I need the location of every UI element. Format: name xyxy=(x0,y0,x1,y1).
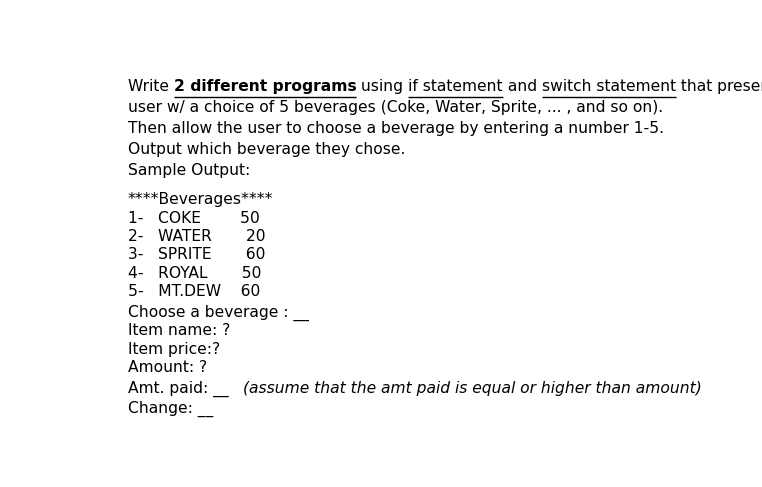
Text: using: using xyxy=(357,79,408,94)
Text: Output which beverage they chose.: Output which beverage they chose. xyxy=(128,142,405,157)
Text: ****Beverages****: ****Beverages**** xyxy=(128,191,274,206)
Text: Amt. paid: __: Amt. paid: __ xyxy=(128,381,243,397)
Text: and: and xyxy=(503,79,542,94)
Text: if statement: if statement xyxy=(408,79,503,94)
Text: 3-   SPRITE       60: 3- SPRITE 60 xyxy=(128,247,265,262)
Text: that presents the: that presents the xyxy=(676,79,762,94)
Text: 2-   WATER       20: 2- WATER 20 xyxy=(128,229,265,244)
Text: user w/ a choice of 5 beverages (Coke, Water, Sprite, ... , and so on).: user w/ a choice of 5 beverages (Coke, W… xyxy=(128,100,663,115)
Text: 5-   MT.DEW    60: 5- MT.DEW 60 xyxy=(128,284,260,299)
Text: Choose a beverage : __: Choose a beverage : __ xyxy=(128,305,309,321)
Text: Amount: ?: Amount: ? xyxy=(128,360,207,375)
Text: Change: __: Change: __ xyxy=(128,400,213,417)
Text: Then allow the user to choose a beverage by entering a number 1-5.: Then allow the user to choose a beverage… xyxy=(128,121,664,136)
Text: Item name: ?: Item name: ? xyxy=(128,323,230,338)
Text: Item price:?: Item price:? xyxy=(128,341,220,356)
Text: Write: Write xyxy=(128,79,174,94)
Text: (assume that the amt paid is equal or higher than amount): (assume that the amt paid is equal or hi… xyxy=(243,381,702,396)
Text: switch statement: switch statement xyxy=(542,79,676,94)
Text: Sample Output:: Sample Output: xyxy=(128,164,250,178)
Text: 2 different programs: 2 different programs xyxy=(174,79,357,94)
Text: 4-   ROYAL       50: 4- ROYAL 50 xyxy=(128,266,261,281)
Text: 1-   COKE        50: 1- COKE 50 xyxy=(128,211,260,225)
